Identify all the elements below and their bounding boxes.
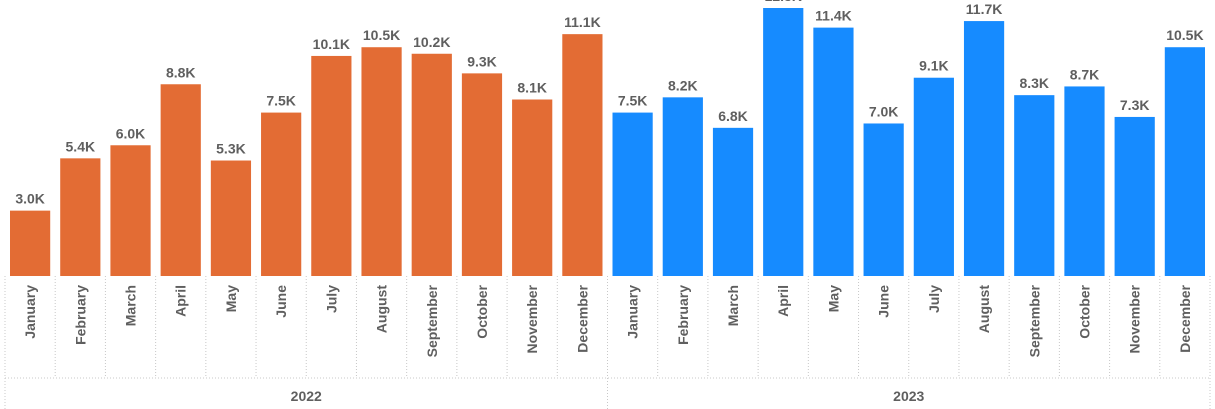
x-tick-label: August: [374, 285, 390, 334]
value-label: 3.0K: [15, 191, 45, 207]
x-tick-label: February: [675, 285, 691, 345]
bar: [1164, 47, 1205, 276]
x-tick-label: April: [775, 285, 791, 317]
bar: [311, 55, 352, 276]
value-label: 11.7K: [966, 1, 1003, 17]
x-tick-label: December: [1177, 284, 1193, 352]
value-label: 10.1K: [313, 36, 350, 52]
x-tick-label: September: [1026, 284, 1042, 357]
bar: [1014, 95, 1055, 276]
value-label: 9.3K: [467, 53, 497, 69]
bar: [863, 123, 904, 276]
bar: [210, 160, 252, 276]
bar: [411, 53, 452, 276]
x-tick-label: December: [574, 284, 590, 352]
value-label: 7.5K: [618, 93, 648, 109]
value-label: 7.5K: [266, 93, 296, 109]
x-tick-label: March: [725, 285, 741, 326]
x-tick-label: June: [876, 285, 892, 318]
bar: [662, 97, 703, 276]
value-label: 10.5K: [1166, 27, 1203, 43]
x-tick-label: August: [976, 285, 992, 334]
bar: [110, 145, 151, 276]
value-label: 5.4K: [66, 138, 96, 154]
bar: [712, 127, 754, 276]
bar: [60, 158, 101, 276]
x-tick-label: November: [1127, 284, 1143, 353]
bar: [1114, 116, 1155, 277]
value-label: 10.2K: [413, 34, 450, 50]
x-tick-label: February: [72, 285, 88, 345]
x-tick-label: September: [424, 284, 440, 357]
value-label: 8.7K: [1070, 66, 1100, 82]
value-label: 5.3K: [216, 141, 246, 157]
value-label: 12.3K: [765, 0, 802, 4]
x-tick-label: November: [524, 284, 540, 353]
bar: [512, 99, 553, 276]
bar: [461, 73, 503, 277]
bar: [361, 47, 402, 276]
x-tick-label: January: [22, 285, 38, 339]
bar: [813, 27, 854, 276]
value-label: 8.3K: [1019, 75, 1049, 91]
x-tick-label: January: [625, 285, 641, 339]
value-label: 6.0K: [116, 125, 146, 141]
value-label: 10.5K: [363, 27, 400, 43]
x-tick-label: May: [825, 285, 841, 312]
bar: [963, 21, 1005, 277]
bar: [160, 84, 201, 276]
x-tick-label: July: [323, 285, 339, 313]
value-label: 11.4K: [815, 8, 852, 24]
x-tick-label: June: [273, 285, 289, 318]
bar: [562, 34, 603, 276]
value-label: 8.1K: [517, 80, 547, 96]
bar: [1064, 86, 1105, 276]
value-label: 7.0K: [869, 103, 899, 119]
x-tick-label: July: [926, 285, 942, 313]
bar: [10, 210, 51, 276]
value-label: 6.8K: [718, 108, 748, 124]
value-label: 8.8K: [166, 64, 196, 80]
x-tick-label: April: [173, 285, 189, 317]
value-label: 9.1K: [919, 58, 949, 74]
group-label: 2022: [291, 388, 322, 404]
x-tick-label: May: [223, 285, 239, 312]
x-tick-label: March: [123, 285, 139, 326]
x-tick-label: October: [474, 284, 490, 338]
value-label: 8.2K: [668, 77, 698, 93]
bar: [913, 77, 954, 277]
bar: [612, 112, 653, 277]
bar: [763, 8, 804, 276]
group-label: 2023: [893, 388, 924, 404]
x-tick-label: October: [1076, 284, 1092, 338]
value-label: 11.1K: [564, 14, 601, 30]
bar: [261, 112, 302, 277]
value-label: 7.3K: [1120, 97, 1150, 113]
